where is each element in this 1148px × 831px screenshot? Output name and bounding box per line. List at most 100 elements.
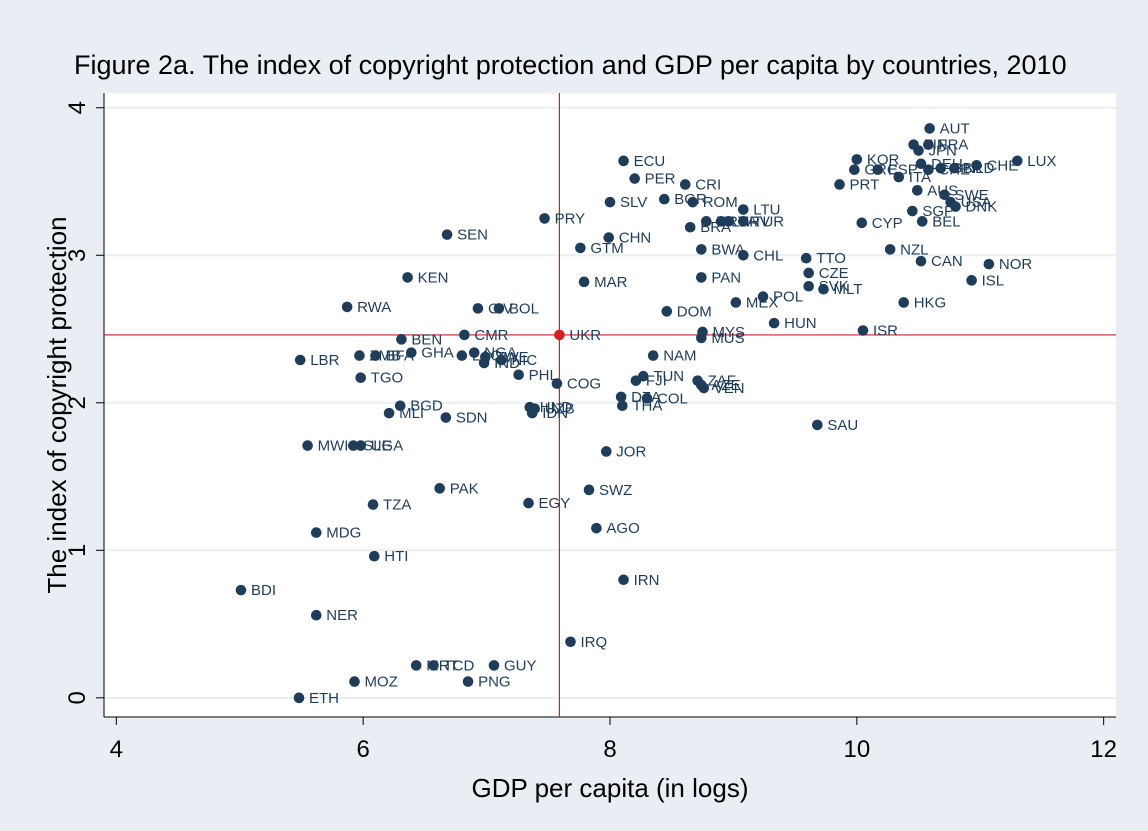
point-label-cri: CRI bbox=[695, 176, 721, 193]
data-point-cyp bbox=[856, 217, 868, 229]
data-point-nzl bbox=[884, 244, 896, 255]
data-point-png bbox=[462, 676, 474, 687]
data-point-ltu bbox=[737, 204, 749, 215]
data-point-cog bbox=[551, 378, 563, 389]
point-label-pry: PRY bbox=[555, 210, 586, 227]
x-tick-label: 6 bbox=[356, 736, 369, 763]
point-label-tun: TUN bbox=[653, 368, 684, 385]
data-point-lao bbox=[456, 350, 468, 361]
point-label-nga: NGA bbox=[484, 345, 517, 362]
data-point-jor bbox=[600, 446, 612, 457]
data-point-pak bbox=[434, 483, 445, 494]
point-label-gtm: GTM bbox=[590, 240, 623, 257]
data-point-hrv bbox=[723, 216, 734, 227]
point-label-bgd: BGD bbox=[410, 398, 443, 415]
point-label-rwa: RWA bbox=[357, 299, 391, 316]
data-point-slv bbox=[604, 196, 616, 208]
data-point-prt bbox=[834, 179, 845, 190]
data-point-gtm bbox=[575, 242, 586, 254]
point-label-fji: FJI bbox=[646, 373, 667, 390]
point-label-sgp: SGP bbox=[922, 203, 954, 220]
data-point-mlt bbox=[818, 283, 829, 295]
data-point-fji bbox=[630, 375, 642, 386]
y-tick-label: 0 bbox=[64, 691, 91, 704]
point-label-mus: MUS bbox=[711, 330, 744, 347]
point-label-chl: CHL bbox=[753, 247, 783, 264]
point-label-isl: ISL bbox=[982, 272, 1005, 289]
data-point-ita bbox=[893, 171, 905, 183]
data-point-zmb bbox=[354, 350, 365, 361]
data-point-deu bbox=[915, 158, 927, 170]
point-label-dom: DOM bbox=[677, 303, 712, 320]
data-point-tha bbox=[617, 400, 628, 412]
data-point-mar bbox=[578, 276, 590, 288]
data-point-mwi bbox=[302, 440, 313, 451]
point-label-tza: TZA bbox=[383, 497, 411, 514]
point-label-png: PNG bbox=[478, 674, 511, 691]
point-label-che: CHE bbox=[987, 157, 1019, 174]
gridlines bbox=[104, 106, 1116, 699]
data-point-pan bbox=[696, 272, 707, 283]
data-point-chn bbox=[603, 232, 615, 243]
data-point-nga bbox=[468, 347, 480, 358]
data-point-guy bbox=[488, 660, 500, 671]
data-point-egy bbox=[523, 497, 534, 509]
x-axis-title: GDP per capita (in logs) bbox=[472, 773, 749, 803]
point-label-cog: COG bbox=[567, 376, 601, 393]
point-label-mli: MLI bbox=[399, 405, 424, 422]
point-label-usa: USA bbox=[961, 194, 992, 211]
data-point-jpn bbox=[913, 145, 924, 156]
x-tick-label: 4 bbox=[110, 736, 123, 763]
data-point-mrt bbox=[410, 660, 422, 671]
point-label-tgo: TGO bbox=[371, 370, 404, 387]
point-label-gbr: GBR bbox=[951, 160, 984, 177]
data-point-tgo bbox=[355, 372, 367, 384]
data-point-bfa bbox=[370, 350, 381, 361]
data-point-uga bbox=[355, 440, 367, 451]
data-point-phl bbox=[513, 369, 524, 381]
data-point-ken bbox=[402, 272, 413, 283]
data-point-tcd bbox=[428, 660, 439, 671]
x-tick-label: 10 bbox=[843, 736, 870, 763]
data-point-pol bbox=[757, 291, 769, 302]
point-label-uzb: UZB bbox=[545, 401, 575, 418]
data-point-civ bbox=[472, 303, 484, 314]
data-point-lva bbox=[715, 216, 727, 227]
point-label-guy: GUY bbox=[504, 657, 537, 674]
point-label-irq: IRQ bbox=[581, 634, 608, 651]
data-point-hti bbox=[368, 550, 380, 562]
data-point-ury bbox=[700, 216, 712, 227]
data-point-ecu bbox=[618, 155, 629, 167]
data-point-gbr bbox=[935, 162, 947, 174]
point-label-ecu: ECU bbox=[634, 153, 666, 170]
point-label-nld: NLD bbox=[964, 160, 994, 177]
point-label-mwi: MWI bbox=[318, 438, 349, 455]
data-point-ner bbox=[310, 609, 322, 621]
data-point-bdi bbox=[235, 584, 247, 596]
data-point-bol bbox=[493, 303, 505, 314]
point-label-mdg: MDG bbox=[326, 525, 361, 542]
data-point-per bbox=[629, 173, 640, 184]
point-label-nor: NOR bbox=[999, 256, 1033, 273]
data-point-esp bbox=[872, 164, 884, 176]
point-label-bwa: BWA bbox=[711, 241, 745, 258]
point-label-dnk: DNK bbox=[966, 199, 998, 216]
point-label-ita: ITA bbox=[909, 169, 931, 186]
point-label-hti: HTI bbox=[384, 548, 408, 565]
point-label-ken: KEN bbox=[418, 269, 449, 286]
data-point-cmr bbox=[459, 329, 470, 341]
data-point-che bbox=[923, 164, 934, 176]
data-point-che bbox=[971, 159, 982, 171]
data-point-ukr bbox=[554, 329, 565, 341]
point-label-col: COL bbox=[657, 390, 688, 407]
data-point-irq bbox=[565, 636, 576, 648]
point-label-ner: NER bbox=[326, 607, 358, 624]
data-point-ben bbox=[396, 334, 407, 345]
data-point-hun bbox=[768, 317, 780, 329]
point-label-tcd: TCD bbox=[444, 657, 475, 674]
data-point-dnk bbox=[950, 201, 961, 212]
point-label-uga: UGA bbox=[371, 438, 404, 455]
x-tick-label: 8 bbox=[603, 736, 616, 763]
y-tick-label: 3 bbox=[64, 249, 91, 262]
